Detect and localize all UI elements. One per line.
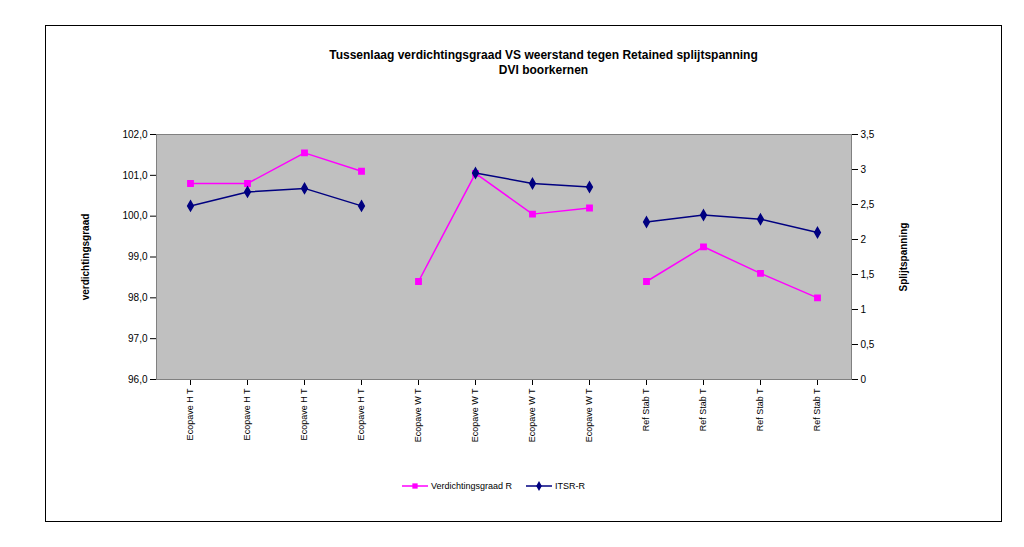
svg-text:3: 3 [861, 164, 867, 175]
svg-text:Ref Stab T: Ref Stab T [641, 388, 651, 431]
svg-text:102,0: 102,0 [122, 129, 147, 140]
svg-text:1: 1 [861, 304, 867, 315]
svg-text:96,0: 96,0 [128, 374, 148, 385]
svg-text:Ecopave W T: Ecopave W T [413, 388, 423, 442]
svg-text:2,5: 2,5 [861, 199, 875, 210]
svg-text:Ecopave H T: Ecopave H T [242, 388, 252, 440]
svg-text:97,0: 97,0 [128, 333, 148, 344]
svg-text:0: 0 [861, 374, 867, 385]
html-text:Verdichtingsgraad R: Verdichtingsgraad R [431, 481, 512, 491]
svg-text:Ecopave H T: Ecopave H T [299, 388, 309, 440]
svg-text:Ref Stab T: Ref Stab T [698, 388, 708, 431]
svg-text:101,0: 101,0 [122, 170, 147, 181]
svg-text:Ref Stab T: Ref Stab T [755, 388, 765, 431]
svg-text:Ecopave H T: Ecopave H T [185, 388, 195, 440]
svg-text:Ref Stab T: Ref Stab T [812, 388, 822, 431]
svg-text:100,0: 100,0 [122, 210, 147, 221]
html-text:Tussenlaag verdichtingsgraad V: Tussenlaag verdichtingsgraad VS weerstan… [329, 48, 758, 62]
svg-text:99,0: 99,0 [128, 251, 148, 262]
svg-text:98,0: 98,0 [128, 292, 148, 303]
svg-text:verdichtingsgraad: verdichtingsgraad [80, 214, 91, 301]
svg-text:0,5: 0,5 [861, 339, 875, 350]
html-text:DVI boorkernen: DVI boorkernen [498, 63, 589, 77]
svg-text:Ecopave W T: Ecopave W T [584, 388, 594, 442]
svg-text:Splijtspanning: Splijtspanning [898, 223, 909, 292]
svg-text:1,5: 1,5 [861, 269, 875, 280]
html-text:ITSR-R: ITSR-R [555, 481, 585, 491]
svg-text:Ecopave W T: Ecopave W T [470, 388, 480, 442]
svg-text:Ecopave W T: Ecopave W T [527, 388, 537, 442]
svg-text:2: 2 [861, 234, 867, 245]
svg-text:3,5: 3,5 [861, 129, 875, 140]
svg-text:Ecopave H T: Ecopave H T [356, 388, 366, 440]
